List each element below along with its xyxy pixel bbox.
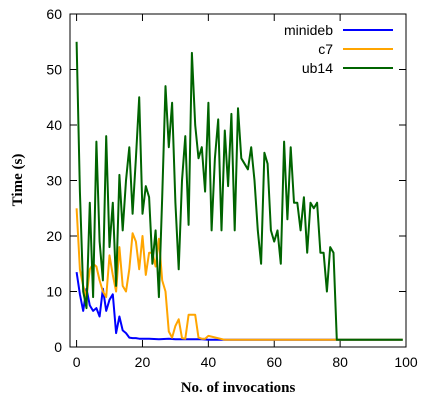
legend: minideb c7 ub14: [284, 22, 393, 76]
y-tick-label: 0: [54, 339, 62, 355]
y-tick-label: 40: [46, 117, 62, 133]
x-tick-label: 80: [332, 354, 348, 370]
y-tick-label: 50: [46, 62, 62, 78]
x-tick-label: 60: [266, 354, 282, 370]
y-tick-label: 20: [46, 228, 62, 244]
y-tick-label: 30: [46, 173, 62, 189]
series-layer: [75, 41, 403, 341]
y-tick-label: 10: [46, 284, 62, 300]
x-axis-title: No. of invocations: [181, 380, 296, 396]
series-line-c7: [75, 208, 403, 341]
axis-ticks: 0 20 40 60 80 100 0 10 20 30 40 50 60: [46, 6, 417, 370]
x-tick-label: 100: [394, 354, 418, 370]
x-tick-label: 20: [135, 354, 151, 370]
y-axis-title: Time (s): [10, 154, 26, 207]
x-tick-label: 40: [201, 354, 217, 370]
series-line-ub14: [75, 41, 403, 341]
legend-label-c7: c7: [318, 41, 333, 57]
legend-label-minideb: minideb: [284, 22, 333, 38]
legend-label-ub14: ub14: [302, 60, 333, 76]
series-line-minideb: [75, 271, 403, 341]
x-tick-label: 0: [73, 354, 81, 370]
y-tick-label: 60: [46, 6, 62, 22]
